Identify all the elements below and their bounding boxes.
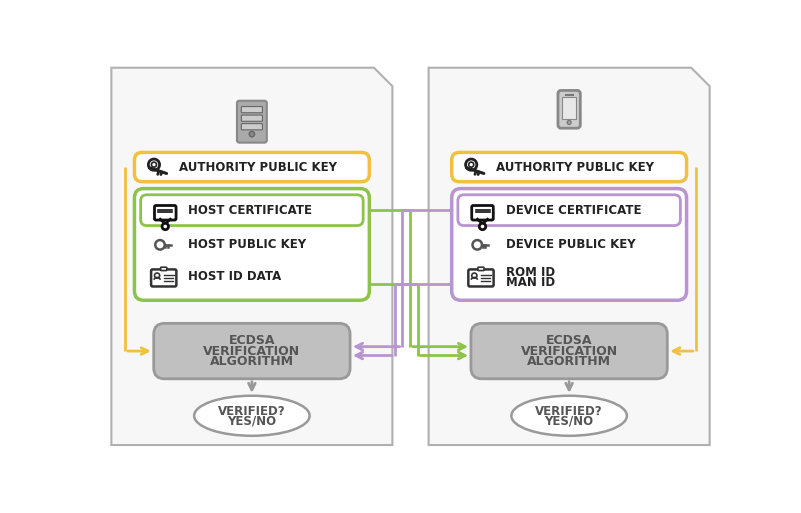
FancyBboxPatch shape [458, 195, 680, 226]
FancyBboxPatch shape [135, 189, 369, 300]
FancyBboxPatch shape [469, 269, 493, 286]
Text: HOST PUBLIC KEY: HOST PUBLIC KEY [188, 239, 307, 251]
FancyBboxPatch shape [241, 124, 263, 130]
FancyBboxPatch shape [237, 101, 267, 143]
Ellipse shape [194, 396, 310, 436]
FancyBboxPatch shape [478, 267, 484, 270]
Text: AUTHORITY PUBLIC KEY: AUTHORITY PUBLIC KEY [179, 161, 337, 173]
Text: VERIFICATION: VERIFICATION [203, 345, 300, 358]
Text: HOST ID DATA: HOST ID DATA [188, 270, 282, 283]
Text: AUTHORITY PUBLIC KEY: AUTHORITY PUBLIC KEY [497, 161, 654, 173]
FancyBboxPatch shape [472, 206, 493, 220]
Text: ECDSA: ECDSA [546, 334, 593, 347]
FancyBboxPatch shape [558, 90, 580, 128]
Text: HOST CERTIFICATE: HOST CERTIFICATE [188, 204, 312, 216]
FancyBboxPatch shape [155, 206, 176, 220]
Text: DEVICE PUBLIC KEY: DEVICE PUBLIC KEY [505, 239, 635, 251]
FancyBboxPatch shape [452, 152, 686, 182]
FancyBboxPatch shape [161, 267, 167, 270]
FancyBboxPatch shape [151, 269, 176, 286]
FancyBboxPatch shape [241, 107, 263, 113]
FancyBboxPatch shape [135, 152, 369, 182]
FancyBboxPatch shape [241, 115, 263, 121]
Polygon shape [429, 68, 710, 445]
Bar [562, 97, 577, 119]
Text: YES/NO: YES/NO [545, 415, 594, 428]
Text: ALGORITHM: ALGORITHM [527, 356, 611, 368]
Text: ECDSA: ECDSA [228, 334, 275, 347]
Text: VERIFICATION: VERIFICATION [521, 345, 618, 358]
Text: ROM ID: ROM ID [505, 266, 555, 279]
Text: ALGORITHM: ALGORITHM [210, 356, 294, 368]
Text: YES/NO: YES/NO [227, 415, 276, 428]
FancyBboxPatch shape [452, 189, 686, 300]
Circle shape [249, 131, 255, 137]
Text: VERIFIED?: VERIFIED? [535, 405, 603, 418]
Text: MAN ID: MAN ID [505, 276, 555, 289]
Text: VERIFIED?: VERIFIED? [218, 405, 286, 418]
Polygon shape [111, 68, 392, 445]
FancyBboxPatch shape [154, 323, 350, 379]
FancyBboxPatch shape [471, 323, 667, 379]
Ellipse shape [511, 396, 627, 436]
Circle shape [567, 121, 571, 124]
Circle shape [162, 223, 168, 230]
Circle shape [479, 223, 485, 230]
FancyBboxPatch shape [141, 195, 363, 226]
Text: DEVICE CERTIFICATE: DEVICE CERTIFICATE [505, 204, 641, 216]
